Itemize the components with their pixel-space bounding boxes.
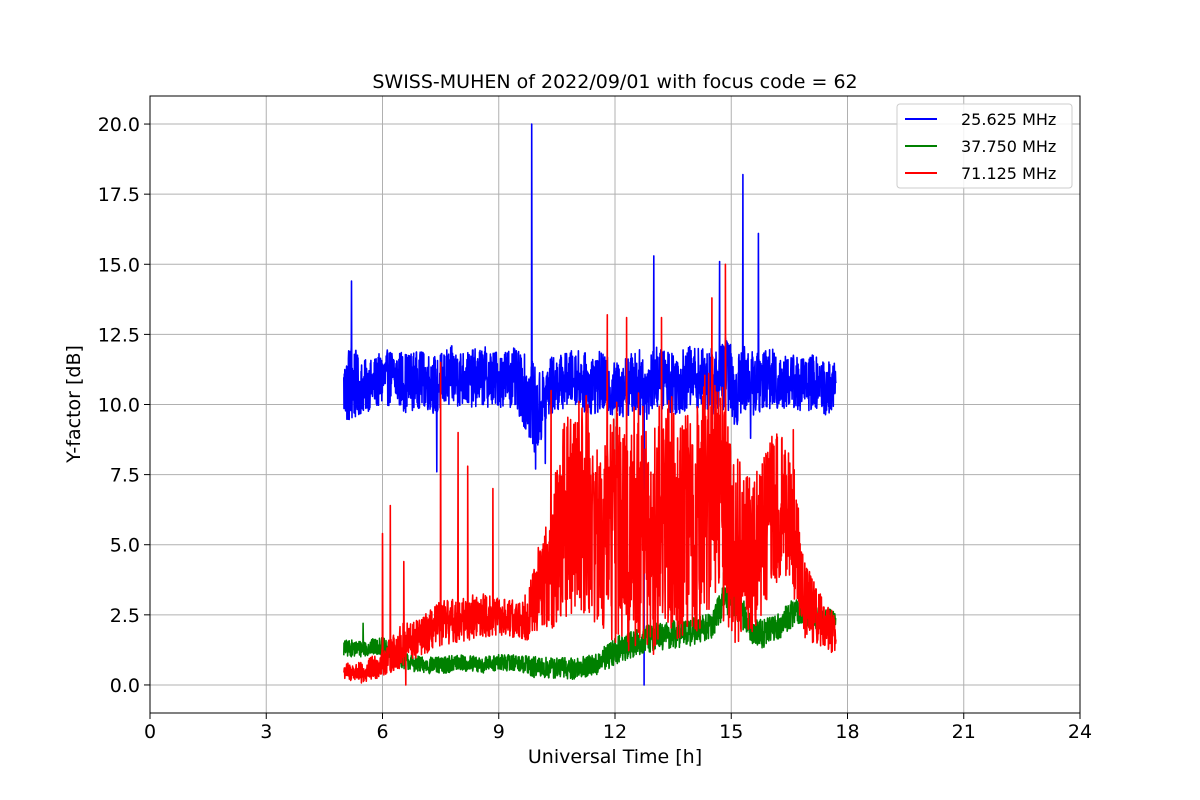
y-tick-label: 20.0 (98, 114, 140, 136)
x-tick-label: 12 (603, 721, 627, 743)
y-tick-label: 5.0 (110, 535, 140, 557)
y-tick-label: 10.0 (98, 395, 140, 417)
y-tick-label: 2.5 (110, 605, 140, 627)
y-tick-label: 7.5 (110, 465, 140, 487)
x-tick-label: 21 (952, 721, 976, 743)
x-tick-label: 3 (260, 721, 272, 743)
legend-label: 37.750 MHz (961, 137, 1056, 156)
y-axis: 0.0 2.5 5.0 7.5 10.0 12.5 15.0 17.5 20.0 (98, 114, 150, 697)
x-tick-label: 18 (835, 721, 859, 743)
x-tick-label: 15 (719, 721, 743, 743)
y-axis-label: Y-factor [dB] (63, 345, 85, 464)
legend-label: 25.625 MHz (961, 110, 1056, 129)
series-line-3 (343, 263, 837, 686)
x-tick-label: 9 (493, 721, 505, 743)
y-tick-label: 12.5 (98, 324, 140, 346)
x-axis: 0 3 6 9 12 15 18 21 24 (144, 713, 1092, 743)
legend-box (896, 103, 1073, 189)
legend-label: 71.125 MHz (961, 164, 1056, 183)
x-tick-label: 0 (144, 721, 156, 743)
plot-area (343, 123, 837, 686)
y-tick-label: 0.0 (110, 675, 140, 697)
series-line-2 (343, 572, 837, 680)
x-tick-label: 24 (1068, 721, 1092, 743)
y-tick-label: 15.0 (98, 254, 140, 276)
x-axis-label: Universal Time [h] (528, 746, 702, 768)
legend: 25.625 MHz 37.750 MHz 71.125 MHz (896, 103, 1073, 189)
y-tick-label: 17.5 (98, 184, 140, 206)
x-tick-label: 6 (376, 721, 388, 743)
chart-title: SWISS-MUHEN of 2022/09/01 with focus cod… (372, 71, 857, 93)
series-line-1 (343, 123, 837, 686)
